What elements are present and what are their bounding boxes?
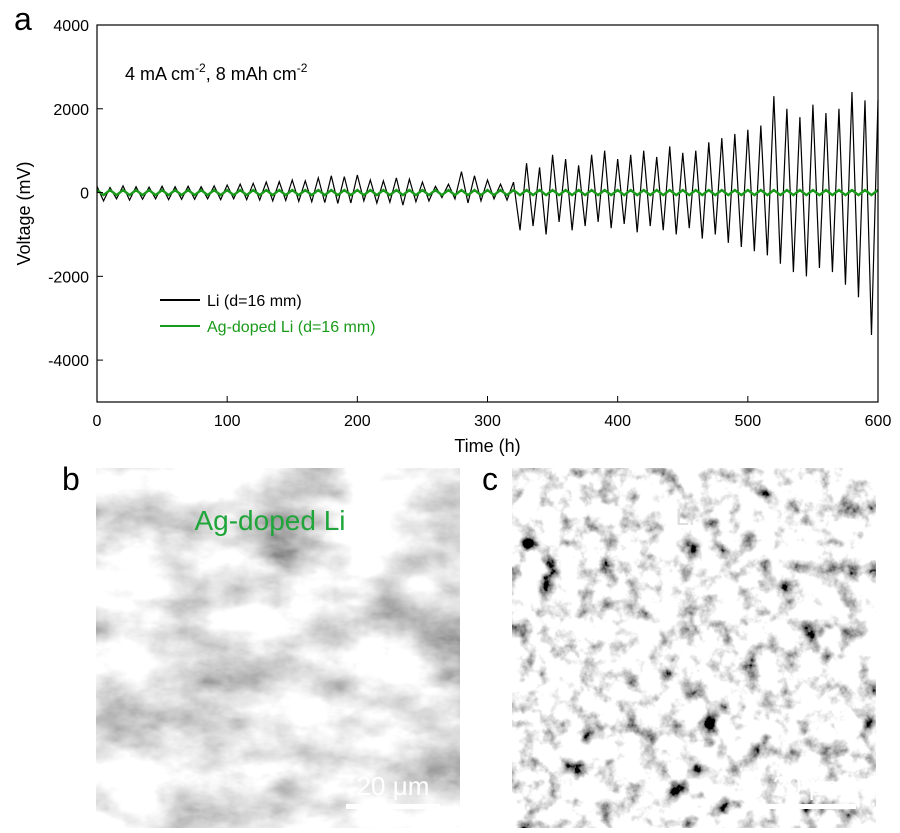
scale-bar-label: 20 μm [357,771,430,801]
y-tick-label: 4000 [53,18,89,35]
x-tick-label: 300 [474,413,501,430]
x-axis-label: Time (h) [454,436,520,456]
image-annotation: Ag-doped Li [194,505,345,536]
data-line [96,188,879,197]
sem-image [512,468,876,828]
x-tick-label: 0 [93,413,102,430]
legend-label: Li (d=16 mm) [207,293,302,310]
x-tick-label: 100 [214,413,241,430]
x-tick-label: 400 [604,413,631,430]
x-tick-label: 600 [865,413,892,430]
image-annotation: Li [676,504,695,531]
annotation-superscript: -2 [195,61,206,75]
scale-bar-label: 20 μm [773,771,846,801]
annotation-superscript: -2 [297,61,308,75]
annotation-text: , 8 mAh cm [206,64,297,84]
y-tick-label: -2000 [48,269,89,286]
sem-image [96,468,460,828]
x-tick-label: 500 [734,413,761,430]
annotation: 4 mA cm-2, 8 mAh cm-2 [125,61,308,84]
sem-panels: b Ag-doped Li 20 μm c Li 20 μm [62,461,876,828]
y-tick-label: -4000 [48,353,89,370]
scale-bar [762,804,856,809]
y-tick-label: 2000 [53,102,89,119]
chart: a 0 100 200 300 400 500 600 -4000 -2000 0 2000 4000 T… [14,1,891,456]
legend-label: Ag-doped Li (d=16 mm) [207,319,376,336]
panel-label: b [62,461,80,497]
y-tick-label: 0 [80,186,89,203]
y-axis-label: Voltage (mV) [14,161,34,265]
scale-bar [346,804,440,809]
data-line [96,91,879,335]
panel-label: a [14,1,32,37]
annotation-text: 4 mA cm [125,64,195,84]
x-tick-label: 200 [344,413,371,430]
panel-label: c [482,461,498,497]
